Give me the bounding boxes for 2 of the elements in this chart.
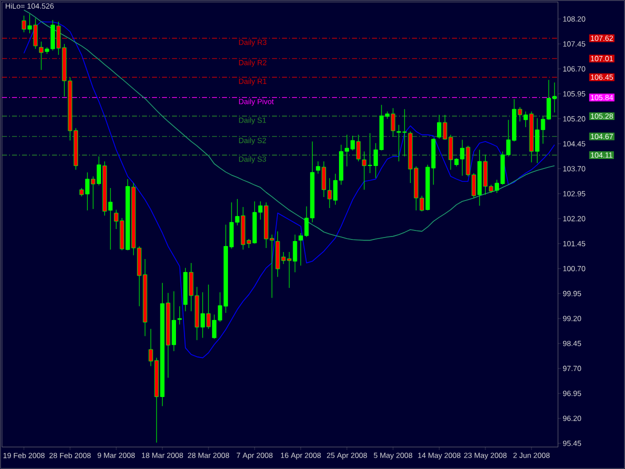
line-series (24, 21, 555, 358)
candlestick (177, 306, 182, 325)
